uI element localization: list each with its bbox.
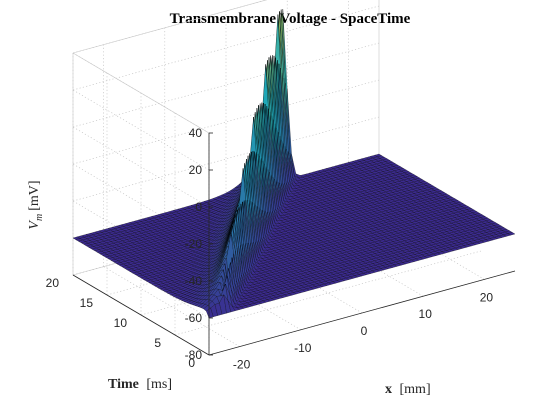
x-axis-name: x [385, 382, 392, 397]
x-axis-unit: [mm] [400, 382, 431, 397]
z-axis-subscript: m [34, 214, 45, 221]
x-axis-label: x [mm] [385, 382, 431, 397]
z-axis-unit: [mV] [27, 180, 42, 210]
time-tick-label: 0 [188, 356, 195, 370]
time-tick-label: 15 [80, 296, 94, 310]
chart-title: Transmembrane Voltage - SpaceTime [170, 11, 411, 27]
x-tick-label: 20 [480, 290, 494, 304]
y-axis-name: Time [108, 377, 139, 392]
voltage-surface [72, 9, 516, 319]
time-tick-label: 5 [154, 336, 161, 350]
box-edge [72, 0, 268, 54]
grid-line [72, 126, 210, 208]
z-tick-label: -60 [185, 311, 203, 325]
y-axis-label: Time [ms] [108, 377, 172, 392]
z-tick-label: -20 [185, 237, 203, 251]
x-tick-label: 0 [361, 324, 368, 338]
z-tick-label: 0 [195, 200, 202, 214]
time-tick-label: 20 [46, 276, 60, 290]
x-tick-label: -10 [294, 341, 312, 355]
z-tick-label: 40 [189, 126, 203, 140]
grid-line [72, 89, 210, 171]
y-axis-unit: [ms] [146, 377, 172, 392]
z-tick-label: 20 [189, 163, 203, 177]
z-axis-label: Vm[mV] [27, 180, 45, 229]
x-tick-label: -20 [233, 358, 251, 372]
grid-line [72, 163, 210, 245]
z-tick-label: -40 [185, 274, 203, 288]
x-tick-label: 10 [419, 307, 433, 321]
time-tick-label: 10 [114, 316, 128, 330]
grid-line [103, 266, 240, 347]
box-edge [72, 52, 210, 134]
